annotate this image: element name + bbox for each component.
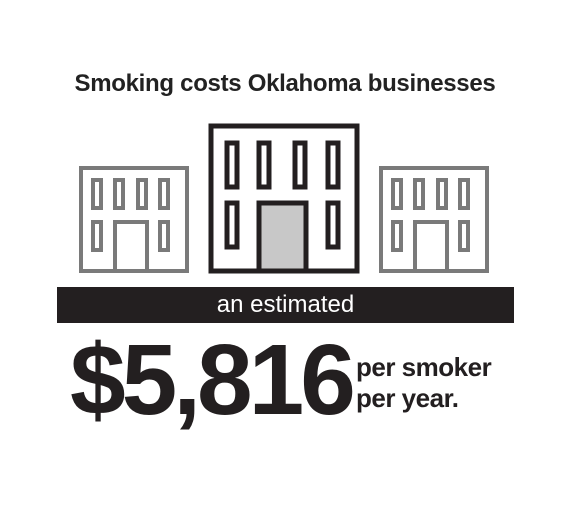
- office-building-icon: [79, 166, 189, 273]
- banner-text: an estimated: [216, 291, 355, 318]
- cost-unit: per smoker per year.: [356, 352, 492, 414]
- cost-amount: $5,816: [70, 324, 356, 436]
- office-building-icon: [208, 123, 360, 274]
- headline: Smoking costs Oklahoma businesses: [74, 70, 496, 97]
- estimate-banner: an estimated: [57, 287, 514, 323]
- cost-unit-line-2: per year.: [356, 383, 459, 414]
- buildings-illustration: [79, 123, 489, 274]
- cost-unit-line-1: per smoker: [356, 352, 492, 382]
- office-building-icon: [379, 166, 489, 273]
